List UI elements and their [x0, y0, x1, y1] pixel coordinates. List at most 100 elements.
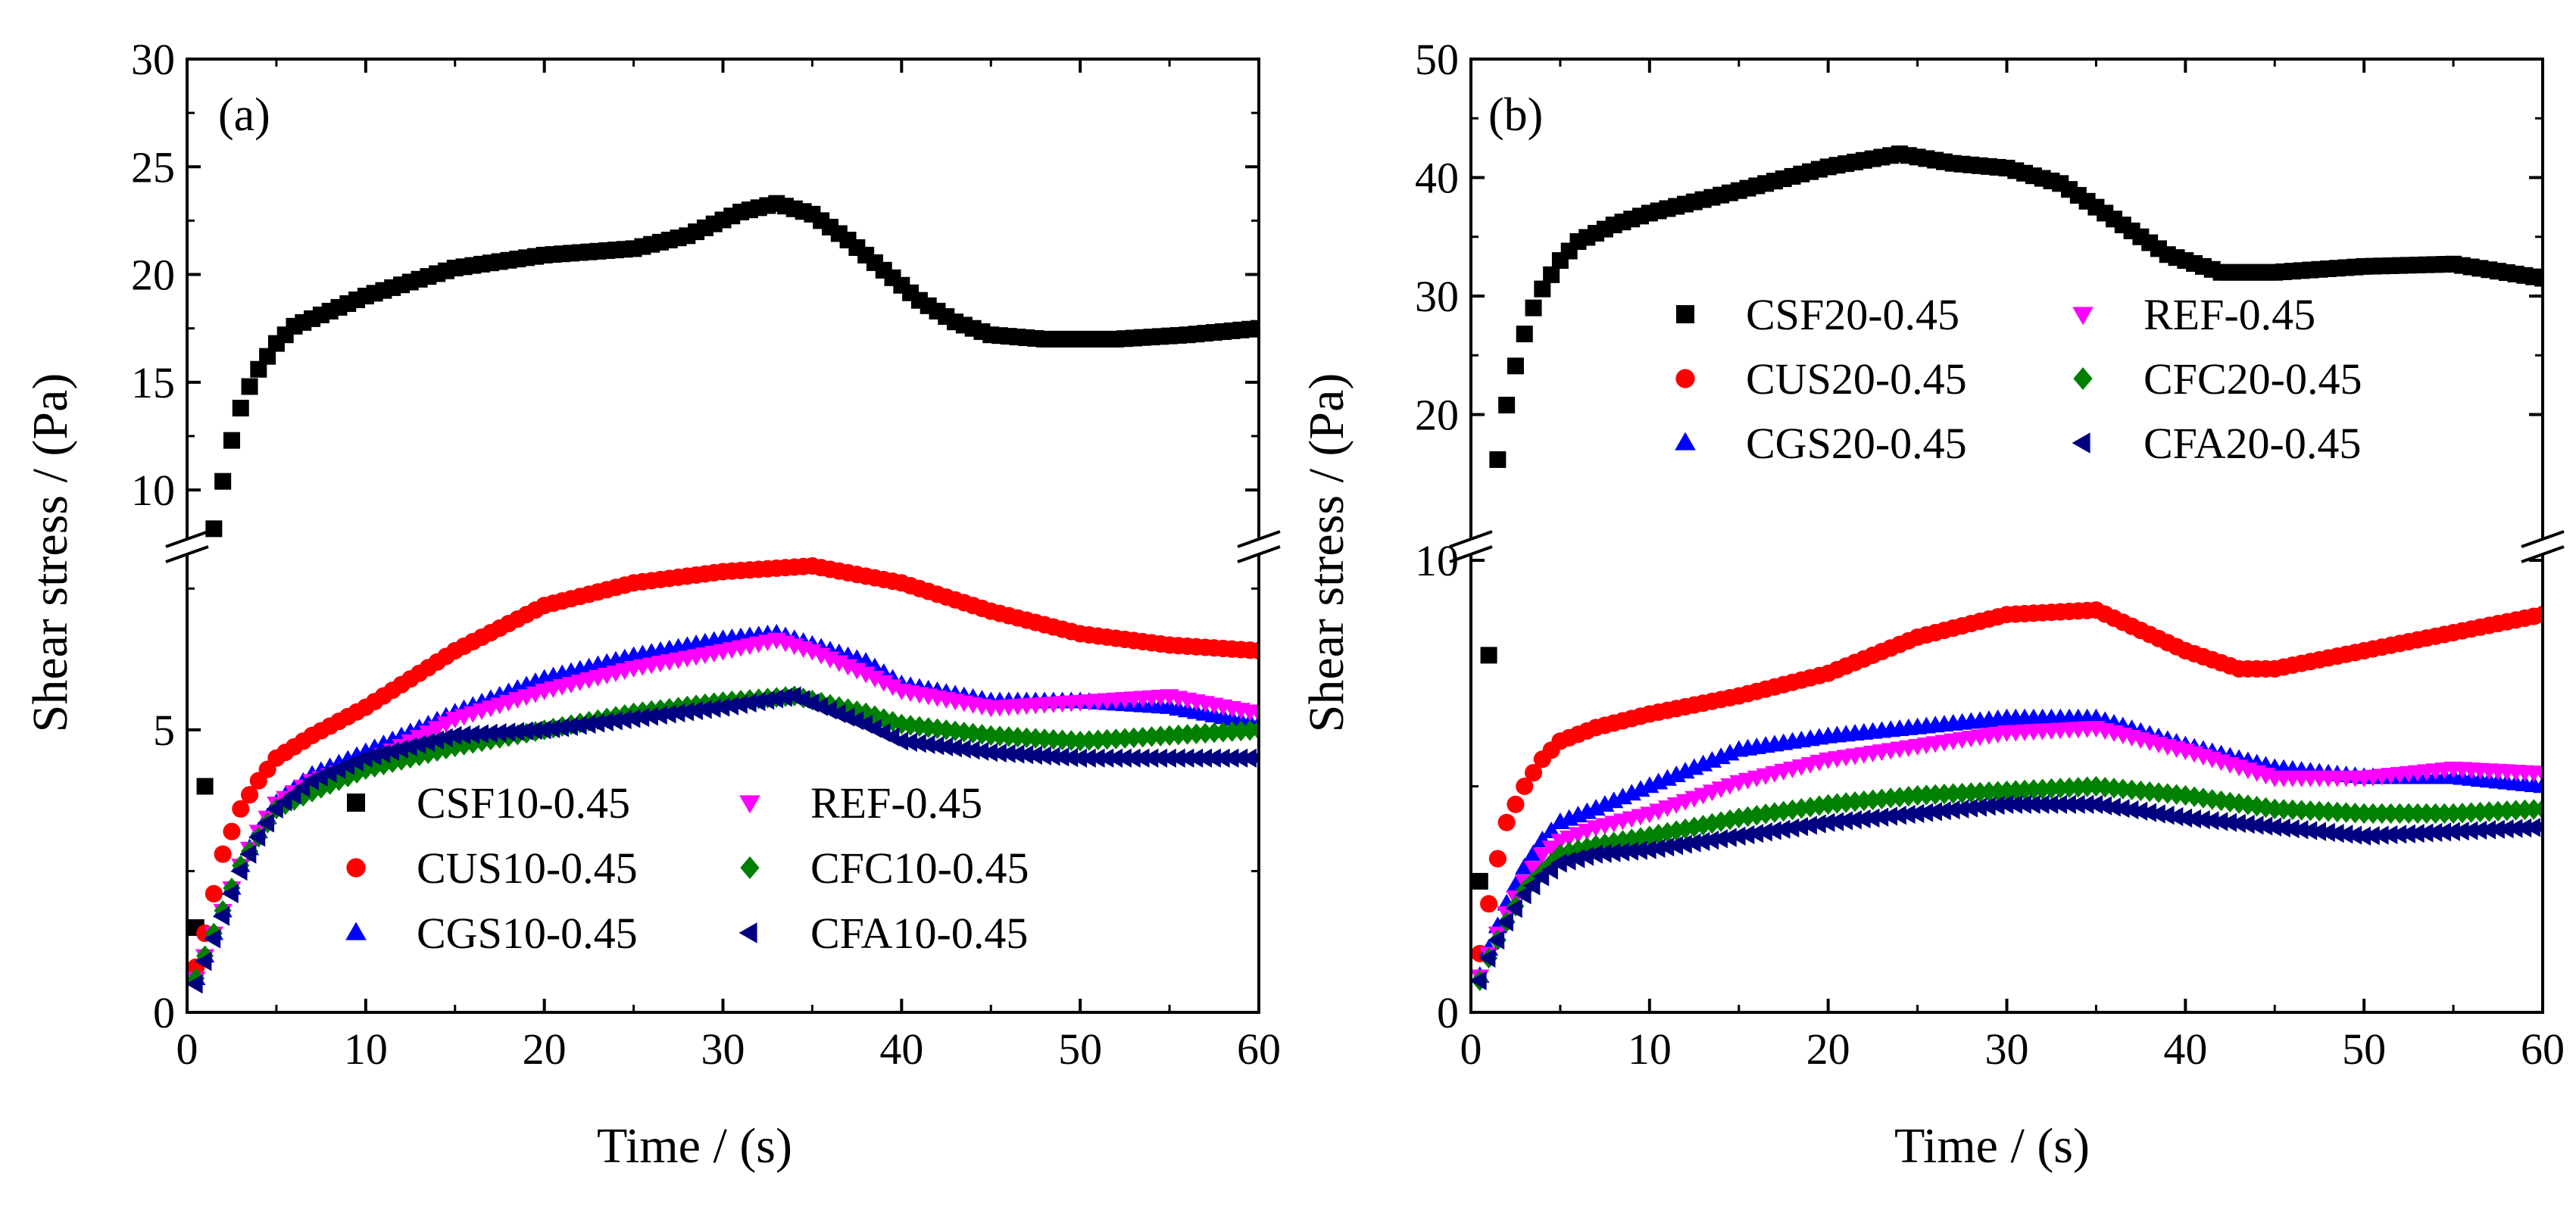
panel-b-circle-point — [1516, 777, 1534, 796]
panel-a-x-tick-label: 50 — [1058, 1024, 1102, 1074]
panel-b-triangle-left-point — [2327, 823, 2344, 843]
panel-b-diamond-point — [2471, 801, 2490, 823]
panel-a-circle-point — [232, 800, 250, 818]
panel-a-series-CFC10-0.45 — [189, 685, 1257, 989]
panel-b-triangle-left-point — [1773, 819, 1791, 839]
panel-b-diamond-point — [2123, 779, 2141, 801]
panel-b-triangle-left-point — [1747, 823, 1764, 843]
panel-b-triangle-left-point — [2336, 825, 2353, 844]
panel-b-diamond-point — [2381, 803, 2400, 825]
panel-b-triangle-left-point — [2345, 825, 2362, 845]
panel-b-y-tick-label: 50 — [1415, 35, 1459, 84]
panel-a-triangle-left-point — [248, 828, 266, 847]
panel-a-triangle-left-point — [364, 746, 382, 766]
panel-b-diamond-point — [1747, 804, 1766, 826]
panel-b-diamond-point — [1694, 815, 1713, 836]
panel-b-triangle-left-point — [1693, 831, 1710, 851]
panel-a-legend-label: CGS10-0.45 — [417, 909, 638, 958]
panel-b-triangle-left-point — [2362, 825, 2380, 846]
panel-a-triangle-left-point — [605, 711, 623, 731]
panel-a-triangle-left-point — [597, 712, 614, 732]
panel-a-legend-label: REF-0.45 — [810, 778, 982, 828]
panel-a-triangle-left-point — [1026, 745, 1043, 766]
panel-a-triangle-left-point — [1151, 748, 1168, 768]
panel-a-triangle-left-point — [730, 694, 748, 714]
panel-b-axis-break-mark — [1449, 545, 1493, 563]
panel-b-triangle-left-point — [1844, 810, 1862, 830]
panel-b-legend-label: CFC20-0.45 — [2144, 354, 2362, 404]
panel-a-triangle-left-point — [614, 709, 632, 730]
panel-b-square-point — [1507, 357, 1524, 375]
panel-a-triangle-left-point — [543, 719, 560, 739]
panel-b-circle-point — [2534, 606, 2541, 624]
panel-b-x-tick-label: 60 — [2521, 1024, 2565, 1074]
panel-b-triangle-left-point — [1648, 838, 1666, 858]
panel-a-legend: CSF10-0.45 CUS10-0.45 CGS10-0.45 REF-0.45 CF… — [345, 778, 1029, 958]
panel-b-triangle-left-point — [1961, 798, 1978, 818]
panel-a-triangle-left-point — [1248, 753, 1257, 763]
panel-a-triangle-down-point — [882, 679, 903, 697]
panel-b-triangle-left-point — [2300, 821, 2318, 840]
panel-a-triangle-left-point — [918, 734, 935, 754]
panel-a-triangle-left-point — [445, 725, 462, 745]
panel-b-legend-diamond-marker — [2073, 367, 2093, 390]
panel-b-triangle-down-point — [2533, 766, 2541, 781]
panel-b-triangle-left-point — [2184, 809, 2201, 829]
panel-b-diamond-point — [2230, 793, 2248, 814]
panel-a-diamond-point — [473, 731, 491, 753]
panel-a-x-tick-label: 0 — [176, 1024, 198, 1074]
panel-a-triangle-left-point — [489, 722, 507, 743]
panel-b-triangle-left-point — [2014, 794, 2031, 815]
panel-b-diamond-point — [2256, 797, 2275, 819]
panel-a-triangle-left-point — [713, 697, 730, 717]
panel-a-triangle-left-point — [516, 721, 533, 741]
panel-b-triangle-left-point — [1630, 840, 1647, 860]
panel-b-diamond-point — [2150, 782, 2168, 803]
panel-b-diamond-point — [1962, 782, 1980, 803]
panel-a-triangle-left-point — [659, 704, 676, 724]
panel-a-triangle-left-point — [891, 731, 909, 751]
panel-b-triangle-left-point — [2112, 799, 2130, 819]
panel-b-triangle-left-point — [2425, 822, 2443, 843]
panel-b-triangle-left-point — [1952, 799, 1969, 819]
panel-b-x-tick-label: 50 — [2342, 1024, 2386, 1074]
panel-a-triangle-left-point — [1222, 748, 1239, 768]
panel-b: 0 10 20 30 40 50 60 0 10 20 30 40 50 CSF20-0.45 CUS20-… — [1299, 35, 2565, 1174]
panel-b-series-CSF20-0.45 — [1472, 145, 2541, 890]
panel-a-legend-label: CFA10-0.45 — [810, 909, 1028, 958]
panel-a-circle-point — [223, 822, 241, 840]
panel-a-triangle-left-point — [1195, 748, 1213, 768]
panel-a-triangle-left-point — [695, 700, 712, 719]
panel-b-triangle-left-point — [2050, 794, 2068, 815]
panel-a-triangle-left-point — [221, 884, 239, 903]
panel-a-triangle-left-point — [498, 722, 516, 742]
panel-b-triangle-left-point — [2256, 816, 2273, 836]
panel-a-triangle-left-point — [650, 705, 667, 725]
panel-a-triangle-left-point — [525, 720, 542, 741]
panel-b-triangle-left-point — [2211, 812, 2228, 831]
panel-a-triangle-left-point — [1213, 748, 1230, 768]
panel-b-axis-break-gap — [1466, 539, 1475, 554]
panel-b-triangle-left-point — [2479, 820, 2496, 840]
panel-b-triangle-left-point — [1639, 840, 1656, 859]
panel-a-circle-point — [214, 845, 232, 863]
panel-b-diamond-point — [2524, 799, 2541, 820]
panel-b-triangle-left-point — [1568, 849, 1585, 868]
panel-a-circle-point — [240, 786, 259, 804]
panel-b-triangle-left-point — [2139, 803, 2156, 822]
panel-b-label: (b) — [1488, 89, 1543, 141]
panel-b-diamond-point — [2400, 803, 2418, 825]
panel-a-diamond-point — [419, 743, 437, 764]
panel-b-triangle-left-point — [2103, 797, 2121, 817]
panel-b-triangle-left-point — [2006, 794, 2023, 815]
panel-b-diamond-point — [2069, 776, 2087, 798]
panel-b-legend-circle-marker — [1675, 369, 1695, 388]
panel-a-triangle-left-point — [400, 737, 417, 756]
panel-a-triangle-down-point — [865, 671, 885, 688]
panel-a-legend-triangle-down-marker — [739, 795, 760, 814]
panel-b-triangle-left-point — [1997, 794, 2014, 815]
panel-a-triangle-left-point — [739, 693, 757, 713]
panel-a-triangle-left-point — [704, 698, 721, 719]
panel-b-diamond-point — [2096, 776, 2114, 798]
